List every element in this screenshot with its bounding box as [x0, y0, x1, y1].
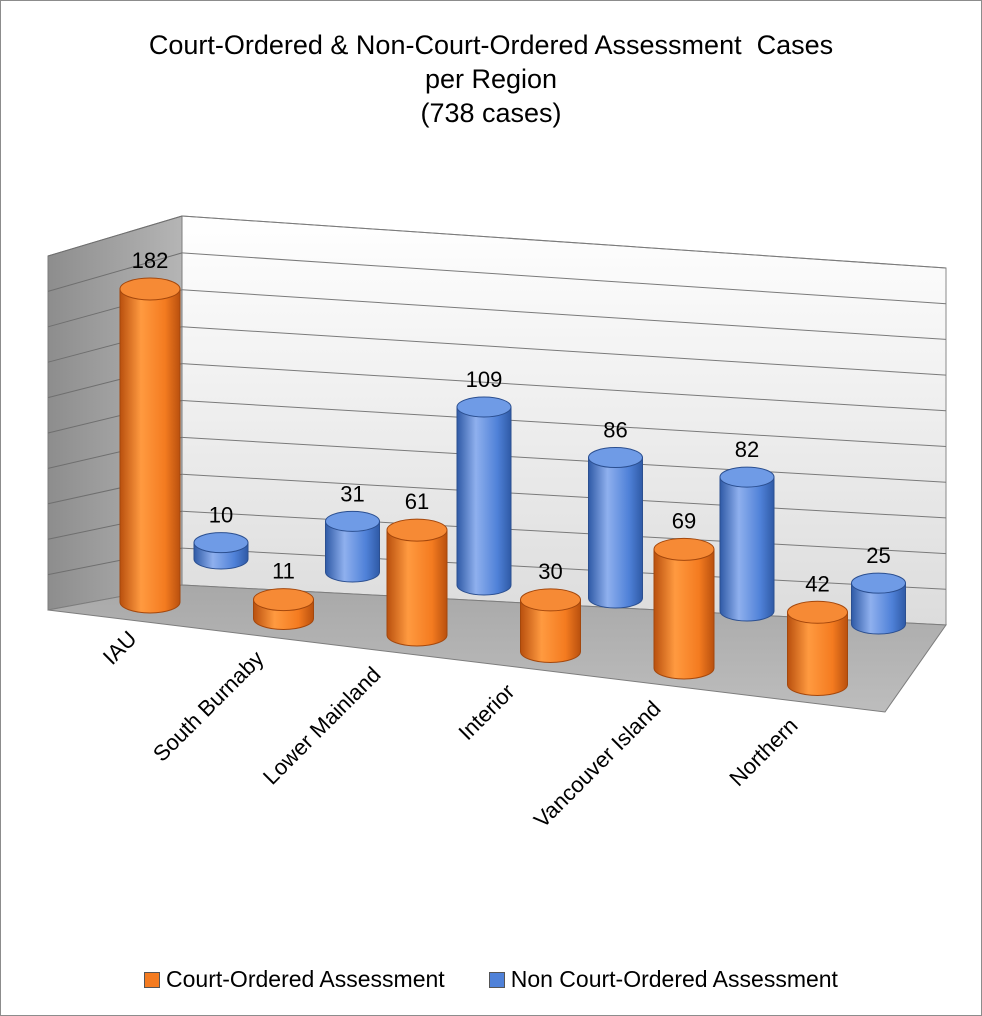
data-label-non-court-4: 82 [735, 437, 759, 462]
data-label-court-5: 42 [805, 571, 829, 596]
bar-non-court-4-top [719, 466, 775, 488]
legend-item-non-court-ordered: Non Court-Ordered Assessment [488, 966, 838, 993]
category-label-4: Vancouver Island [529, 696, 666, 833]
bar-non-court-1-body [325, 520, 380, 583]
gridline [181, 289, 947, 340]
bar-court-1-top [253, 588, 314, 612]
data-label-court-2: 61 [405, 489, 429, 514]
bar-non-court-0 [193, 532, 249, 570]
gridline-side [47, 252, 183, 292]
bar-non-court-2-top [456, 396, 512, 418]
legend-swatch-court-ordered [144, 971, 161, 988]
category-label-1: South Burnaby [148, 646, 269, 767]
bar-non-court-1-top [325, 510, 380, 532]
category-label-0: IAU [98, 626, 142, 670]
data-label-non-court-2: 109 [466, 367, 503, 392]
data-label-non-court-0: 10 [209, 503, 233, 528]
bar-court-5-body [787, 611, 848, 696]
bar-court-4-top [653, 537, 715, 561]
back-wall [181, 215, 947, 626]
gridline [181, 215, 947, 269]
gridline [181, 252, 947, 305]
legend-swatch-non-court-ordered [488, 971, 505, 988]
bar-non-court-3-top [588, 447, 643, 469]
bar-non-court-5-top [851, 572, 906, 594]
bar-court-2-body [386, 529, 448, 647]
bar-court-3-body [520, 599, 581, 663]
bar-non-court-1 [325, 510, 380, 583]
legend-item-court-ordered: Court-Ordered Assessment [144, 966, 445, 993]
gridline [181, 363, 947, 412]
data-label-non-court-1: 31 [340, 481, 364, 506]
bar-non-court-4-body [719, 476, 775, 622]
category-label-2: Lower Mainland [258, 662, 386, 790]
bar-court-4 [653, 537, 715, 680]
bar-non-court-0-top [193, 532, 249, 554]
data-label-court-4: 69 [672, 508, 696, 533]
bar-non-court-3-body [588, 457, 643, 609]
data-label-court-1: 11 [272, 559, 295, 584]
gridline [181, 400, 947, 447]
gridline-side [47, 215, 183, 257]
bar-court-5-top [787, 600, 848, 624]
data-label-non-court-3: 86 [603, 418, 627, 443]
bar-court-3 [520, 588, 581, 663]
legend-label-court-ordered: Court-Ordered Assessment [166, 966, 445, 992]
bar-court-3-top [520, 588, 581, 612]
title-line-3: (738 cases) [420, 98, 562, 128]
data-label-court-0: 182 [132, 248, 169, 273]
data-label-court-3: 30 [538, 559, 562, 584]
bar-court-0-top [119, 277, 181, 301]
gridline [181, 326, 947, 376]
category-label-5: Northern [724, 713, 802, 791]
bar-court-2 [386, 518, 448, 647]
bar-non-court-2-body [456, 406, 512, 596]
gridline [181, 473, 947, 519]
title-line-2: per Region [424, 64, 558, 94]
chart-title: Court-Ordered & Non-Court-Ordered Assess… [0, 28, 982, 130]
bar-court-4-body [653, 548, 715, 680]
bar-court-2-top [386, 518, 448, 542]
bar-court-1 [253, 588, 314, 630]
data-label-non-court-5: 25 [866, 543, 890, 568]
gridline [181, 436, 947, 483]
category-label-3: Interior [453, 679, 519, 745]
gridline [181, 510, 947, 555]
bar-court-0-body [119, 288, 181, 614]
bar-non-court-5-body [851, 582, 906, 635]
bar-non-court-5 [851, 572, 906, 635]
gridline [181, 547, 947, 590]
bar-non-court-4 [719, 466, 775, 622]
bar-non-court-3 [588, 447, 643, 609]
bar-court-0 [119, 277, 181, 614]
bar-non-court-2 [456, 396, 512, 596]
title-line-1: Court-Ordered & Non-Court-Ordered Assess… [148, 30, 834, 60]
legend-label-non-court-ordered: Non Court-Ordered Assessment [510, 966, 838, 992]
chart-legend: Court-Ordered Assessment Non Court-Order… [0, 966, 982, 993]
bar-court-5 [787, 600, 848, 696]
